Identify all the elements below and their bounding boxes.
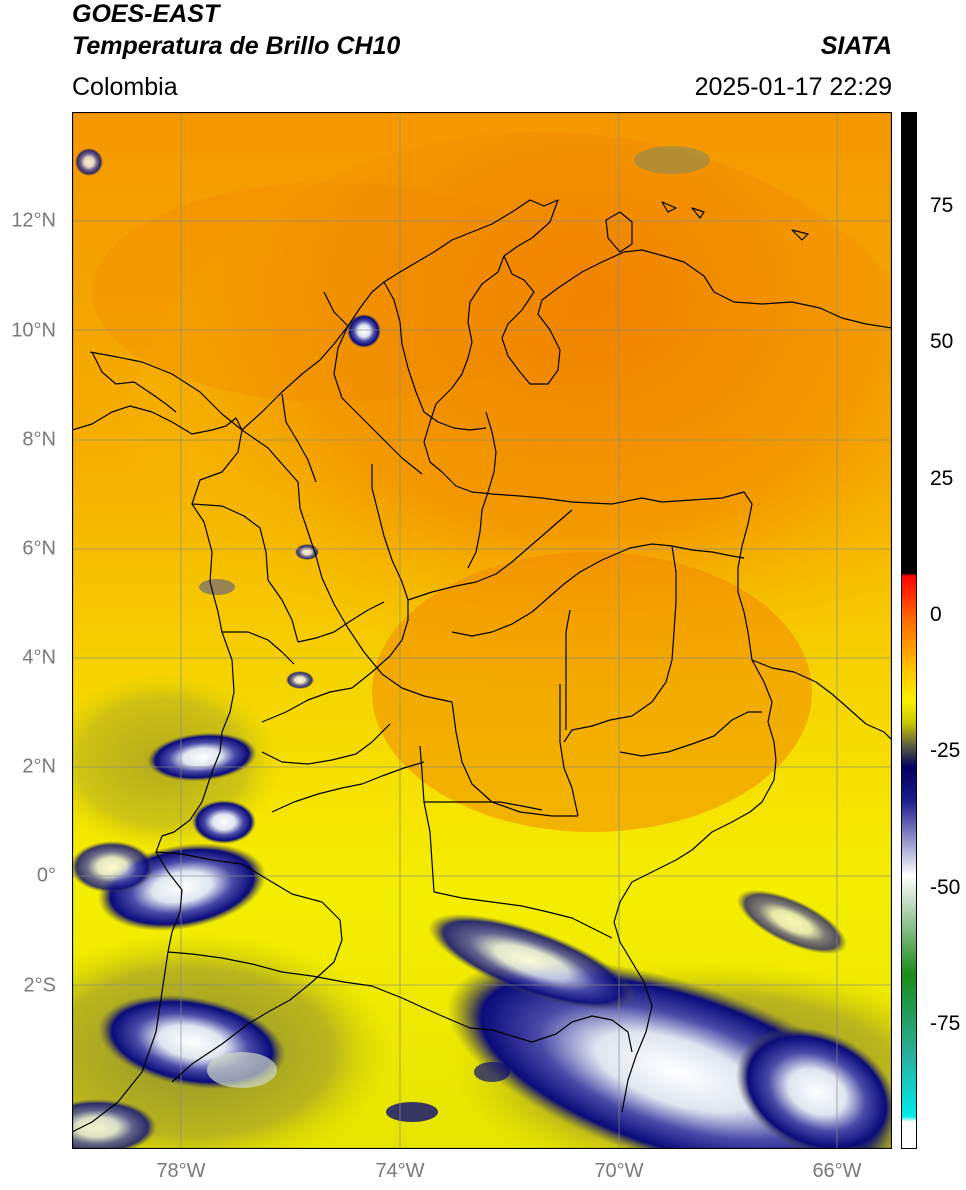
datetime-label: 2025-01-17 22:29 xyxy=(694,73,892,101)
lon-label-78w: 78°W xyxy=(156,1160,206,1182)
lat-label-2n: 2°N xyxy=(22,755,56,778)
map-gridlines xyxy=(72,112,892,1149)
lon-label-70w: 70°W xyxy=(594,1160,644,1182)
lat-label-6n: 6°N xyxy=(22,537,56,560)
colorbar-tick-25: 25 xyxy=(930,467,954,490)
brightness-temperature-map xyxy=(72,112,892,1149)
lat-label-10n: 10°N xyxy=(11,319,56,342)
product-title: Temperatura de Brillo CH10 xyxy=(72,32,401,60)
map-frame xyxy=(72,112,892,1149)
lat-label-12n: 12°N xyxy=(11,209,56,232)
colorbar-tick-minus50: -50 xyxy=(930,876,961,899)
colorbar-tick-75: 75 xyxy=(930,194,954,217)
colorbar-tick-0: 0 xyxy=(930,603,942,626)
colorbar-tick-minus25: -25 xyxy=(930,739,961,762)
lat-label-8n: 8°N xyxy=(22,428,56,451)
agency-label: SIATA xyxy=(820,32,892,60)
lat-label-4n: 4°N xyxy=(22,646,56,669)
region-label: Colombia xyxy=(72,73,178,101)
satellite-title: GOES-EAST xyxy=(72,0,220,28)
cloud-cell-sierra-nevada xyxy=(347,314,381,348)
lat-label-2s: 2°S xyxy=(23,974,56,997)
colorbar-tick-50: 50 xyxy=(930,330,954,353)
lat-label-0: 0° xyxy=(36,864,56,887)
lon-label-66w: 66°W xyxy=(812,1160,862,1182)
lon-label-74w: 74°W xyxy=(375,1160,425,1182)
colorbar-tick-minus75: -75 xyxy=(930,1012,961,1035)
temperature-colorbar xyxy=(901,112,917,1149)
coastlines-and-borders xyxy=(72,199,892,1133)
